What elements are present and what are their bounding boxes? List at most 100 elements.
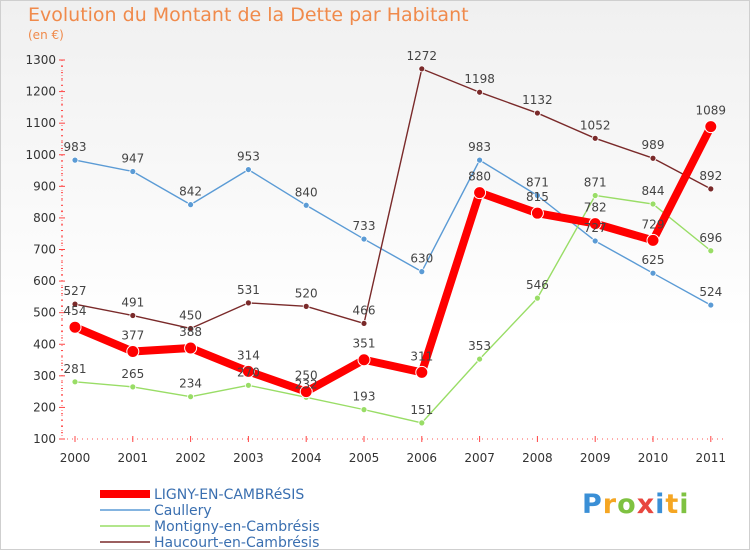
data-point	[588, 217, 602, 231]
data-label: 234	[179, 377, 202, 391]
y-tick-label: 100	[33, 432, 56, 446]
x-tick-label: 2009	[580, 451, 611, 465]
data-point	[129, 383, 137, 391]
data-point	[418, 268, 426, 276]
data-label: 527	[64, 284, 87, 298]
data-label: 1089	[696, 104, 727, 118]
y-tick-label: 500	[33, 306, 56, 320]
data-point	[476, 156, 484, 164]
x-tick-label: 2003	[233, 451, 264, 465]
y-tick-label: 300	[33, 369, 56, 383]
data-point	[591, 192, 599, 199]
logo-letter: o	[617, 489, 637, 520]
data-label: 815	[526, 190, 549, 204]
data-point	[707, 301, 715, 309]
x-tick-label: 2004	[291, 451, 322, 465]
data-point	[184, 341, 198, 355]
data-point	[649, 269, 657, 277]
data-point	[476, 355, 484, 363]
data-label: 733	[353, 219, 376, 233]
data-point	[591, 237, 599, 245]
logo-letter: P	[582, 489, 603, 520]
legend-entry: Montigny-en-Cambrésis	[154, 519, 320, 535]
legend-entry: Haucourt-en-Cambrésis	[154, 535, 319, 550]
data-point	[187, 201, 195, 209]
x-tick-label: 2001	[118, 451, 149, 465]
logo-letter: i	[655, 489, 666, 520]
x-tick-label: 2002	[175, 451, 206, 465]
series-labels: 983 947 842 953 840 733 630 983 871 727 625 524 281 2…	[64, 49, 727, 417]
data-point	[129, 312, 137, 319]
data-label: 630	[410, 252, 433, 266]
data-label: 1272	[407, 49, 438, 63]
data-point	[187, 393, 195, 401]
x-tick-label: 2010	[638, 451, 669, 465]
data-label: 491	[121, 296, 144, 310]
data-label: 265	[121, 367, 144, 381]
data-point	[244, 166, 252, 173]
data-label: 351	[353, 337, 376, 351]
data-point	[360, 320, 368, 327]
data-point	[129, 168, 137, 175]
data-label: 844	[642, 184, 665, 198]
series-lines	[71, 68, 715, 424]
data-label: 524	[699, 285, 722, 299]
data-label: 880	[468, 170, 491, 184]
data-label: 842	[179, 185, 202, 199]
chart-title: Evolution du Montant de la Dette par Hab…	[28, 4, 469, 26]
data-label: 953	[237, 150, 260, 164]
data-point	[71, 156, 79, 164]
data-label: 270	[237, 365, 260, 379]
data-point	[71, 300, 79, 308]
data-point	[241, 364, 255, 378]
data-label: 531	[237, 283, 260, 297]
x-tick-label: 2008	[522, 451, 553, 465]
data-label: 892	[699, 169, 722, 183]
data-point	[534, 294, 541, 302]
data-label: 281	[64, 362, 87, 376]
data-label: 696	[699, 231, 722, 245]
data-point	[244, 299, 252, 307]
axes: 100 200 300 400 500 600 700 800 900 1000 1100 1200 1…	[25, 53, 726, 465]
data-point	[649, 154, 657, 162]
y-tick-label: 700	[33, 243, 56, 257]
data-label: 388	[179, 325, 202, 339]
x-tick-label: 2005	[349, 451, 380, 465]
data-point	[704, 120, 718, 134]
data-point	[418, 419, 426, 427]
data-label: 232	[295, 377, 318, 391]
legend: LIGNY-EN-CAMBRéSISCaulleryMontigny-en-Ca…	[100, 487, 320, 550]
data-label: 782	[584, 201, 607, 215]
x-tick-label: 2006	[407, 451, 438, 465]
data-point	[415, 365, 429, 379]
data-point	[360, 235, 368, 243]
data-point	[126, 345, 140, 359]
data-point	[530, 206, 544, 220]
data-label: 311	[410, 349, 433, 363]
logo-letter: t	[665, 489, 680, 520]
data-label: 1052	[580, 118, 611, 132]
data-point	[187, 325, 195, 332]
data-point	[360, 406, 368, 414]
y-tick-label: 1200	[25, 85, 56, 99]
series-line	[71, 122, 715, 396]
legend-entry: Caullery	[154, 503, 212, 519]
data-label: 983	[468, 140, 491, 154]
data-label: 871	[584, 175, 607, 189]
data-point	[707, 185, 715, 193]
data-point	[473, 186, 487, 200]
data-label: 989	[642, 138, 665, 152]
logo-letter: r	[602, 489, 618, 520]
data-label: 727	[584, 221, 607, 235]
data-label: 546	[526, 278, 549, 292]
series-line	[74, 194, 712, 424]
proxiti-logo: Proxiti	[582, 489, 690, 520]
y-tick-label: 400	[33, 337, 56, 351]
series-line	[74, 159, 712, 306]
y-tick-label: 200	[33, 400, 56, 414]
data-label: 871	[526, 175, 549, 189]
data-point	[534, 109, 541, 117]
data-label: 625	[642, 253, 665, 267]
x-tick-label: 2011	[696, 451, 727, 465]
data-label: 151	[410, 403, 433, 417]
